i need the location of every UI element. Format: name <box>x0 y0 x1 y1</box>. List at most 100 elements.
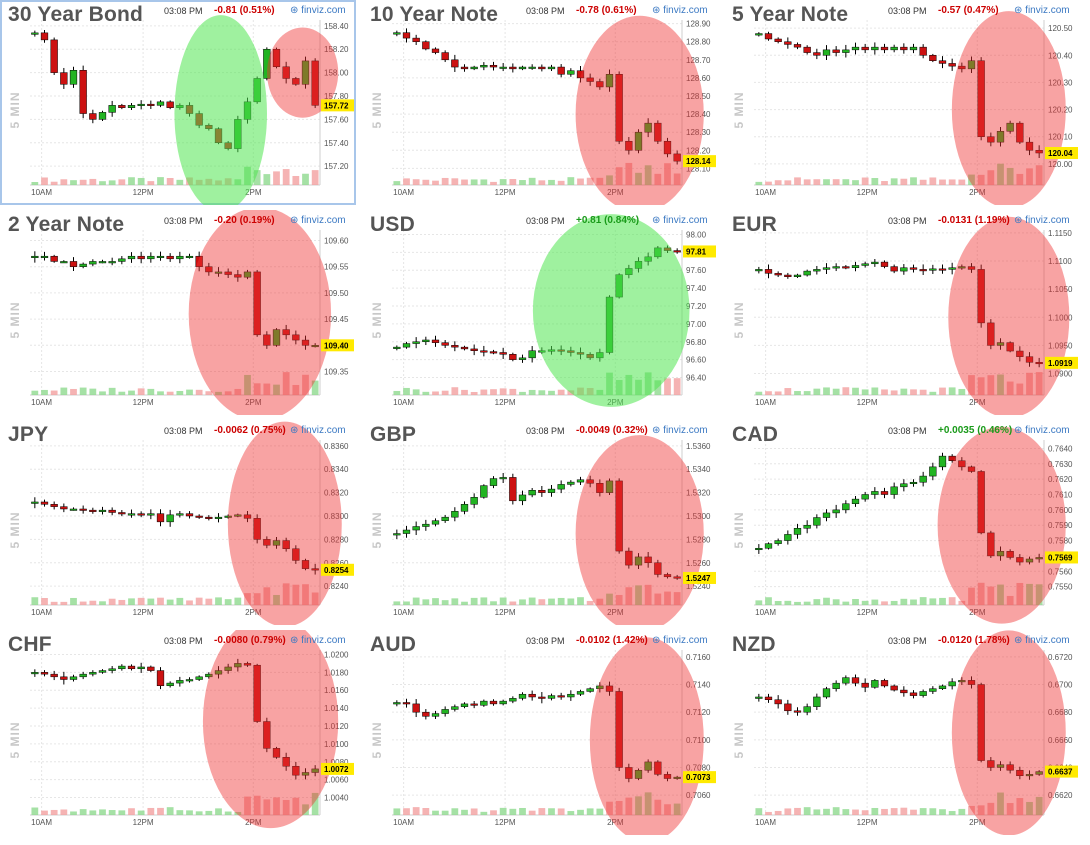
volume-bar <box>861 600 869 605</box>
finviz-link[interactable]: ⊛ finviz.com <box>290 5 346 16</box>
finviz-link[interactable]: ⊛ finviz.com <box>652 5 708 16</box>
candle-up <box>127 513 136 516</box>
finviz-link[interactable]: ⊛ finviz.com <box>1014 425 1070 436</box>
chart-panel[interactable]: 0.67200.67000.66800.66600.66400.662010AM… <box>724 630 1080 835</box>
volume-bar <box>176 597 184 605</box>
y-tick-label: 1.0180 <box>324 668 349 677</box>
chart-title: 30 Year Bond <box>8 3 144 26</box>
chart-canvas: 1.0200 1.0180 1.0160 1.0140 1.0120 1.0100 1.00… <box>30 630 354 829</box>
chart-panel[interactable]: 120.50 120.40 120.30 120.20 120.10 120.00 10AM… <box>724 0 1080 205</box>
chart-panel[interactable]: 128.90 128.80 128.70 128.60 128.50 128.40 128.… <box>362 0 718 205</box>
candle-down <box>967 266 976 270</box>
finviz-link[interactable]: ⊛ finviz.com <box>652 425 708 436</box>
candle-up <box>89 672 97 675</box>
candle-down <box>987 322 995 346</box>
chart-panel[interactable]: 0.7160 0.7140 0.7120 0.7100 0.7080 0.7060 10AM… <box>362 630 718 835</box>
volume-bar <box>794 177 801 185</box>
chart-panel[interactable]: 0.83600.83400.83200.83000.82800.82600.82… <box>0 420 356 625</box>
y-tick-label: 1.0120 <box>324 722 349 731</box>
candle-up <box>822 512 831 518</box>
volume-bar <box>861 177 869 185</box>
y-axis-label: 5 MIN <box>729 280 749 360</box>
candle-up <box>832 682 840 689</box>
volume-bar <box>774 180 782 185</box>
volume-bar <box>765 811 772 815</box>
volume-bar <box>412 597 420 605</box>
candle-down <box>557 695 565 698</box>
candle-up <box>451 511 459 518</box>
candle-down <box>301 560 310 569</box>
volume-bar <box>765 597 772 605</box>
chart-panel[interactable]: 0.7640 0.7630 0.7620 0.7610 0.7600 0.7590 0.75… <box>724 420 1080 625</box>
candle-up <box>755 547 763 551</box>
brand-label: finviz.com <box>663 635 708 646</box>
finviz-link[interactable]: ⊛ finviz.com <box>1014 635 1070 646</box>
x-tick-label: 12PM <box>857 398 878 407</box>
finviz-link[interactable]: ⊛ finviz.com <box>652 215 708 226</box>
candle-down <box>311 60 319 106</box>
finviz-link[interactable]: ⊛ finviz.com <box>1014 215 1070 226</box>
volume-bar <box>528 810 536 815</box>
x-tick-label: 12PM <box>495 818 516 827</box>
candle-down <box>509 477 517 502</box>
volume-bar <box>186 810 193 815</box>
volume-bar <box>253 795 261 815</box>
candle-up <box>40 255 49 258</box>
volume-bar <box>871 387 879 395</box>
candle-up <box>1035 557 1043 560</box>
highlight-circle-red <box>188 210 332 415</box>
candle-down <box>166 101 174 108</box>
last-price-label: 0.7569 <box>1048 553 1073 562</box>
chart-panel[interactable]: 1.0200 1.0180 1.0160 1.0140 1.0120 1.0100 1.00… <box>0 630 356 835</box>
finviz-link[interactable]: ⊛ finviz.com <box>1014 5 1070 16</box>
x-tick-label: 2PM <box>969 818 986 827</box>
candle-up <box>31 255 39 258</box>
y-tick-label: 1.0950 <box>1048 341 1073 350</box>
candle-down <box>69 261 78 267</box>
chart-panel[interactable]: 158.40 158.20 158.00 157.80 157.60 157.40 157.… <box>0 0 356 205</box>
finviz-link[interactable]: ⊛ finviz.com <box>290 215 346 226</box>
volume-bar <box>234 811 242 815</box>
finviz-link[interactable]: ⊛ finviz.com <box>652 635 708 646</box>
candle-down <box>470 703 478 706</box>
y-tick-label: 0.7600 <box>1048 506 1073 515</box>
candle-down <box>137 255 145 260</box>
candle-down <box>431 48 440 53</box>
volume-bar <box>548 808 555 815</box>
candle-down <box>557 66 565 75</box>
candle-down <box>50 504 58 507</box>
volume-bar <box>1016 173 1024 185</box>
volume-bar <box>1035 796 1043 815</box>
volume-bar <box>41 810 48 815</box>
finviz-icon: ⊛ <box>652 215 664 226</box>
chart-panel[interactable]: 1.1150 1.1100 1.1050 1.1000 1.0950 1.0900 10AM… <box>724 210 1080 415</box>
volume-bar <box>939 809 946 815</box>
candle-down <box>441 342 449 346</box>
volume-bar <box>823 597 830 605</box>
last-price-badge <box>321 339 354 352</box>
finviz-link[interactable]: ⊛ finviz.com <box>290 425 346 436</box>
candle-up <box>147 513 155 516</box>
candle-up <box>938 685 947 689</box>
candle-down <box>422 711 430 717</box>
chart-panel[interactable]: 98.0097.8097.6097.4097.2097.0096.8096.60… <box>362 210 718 415</box>
candle-down <box>422 41 430 50</box>
chart-title: GBP <box>370 423 417 446</box>
chart-time: 03:08 PM <box>888 636 927 646</box>
y-tick-label: 97.00 <box>686 320 707 329</box>
chart-change: -0.0049 (0.32%) <box>576 425 648 436</box>
candle-up <box>127 105 136 108</box>
y-tick-label: 120.30 <box>1048 78 1073 87</box>
candle-down <box>673 153 681 162</box>
y-tick-label: 0.6680 <box>1048 708 1073 717</box>
volume-bar <box>774 810 782 815</box>
volume-bar <box>842 387 850 395</box>
chart-panel[interactable]: 109.60 109.55 109.50 109.45 109.40 109.35 10AM… <box>0 210 356 415</box>
candle-down <box>470 348 478 351</box>
y-tick-label: 109.50 <box>324 289 349 298</box>
y-tick-label: 0.6720 <box>1048 653 1073 662</box>
chart-panel[interactable]: 1.5360 1.5340 1.5320 1.5300 1.5280 1.5260 1.52… <box>362 420 718 625</box>
candle-up <box>948 267 956 270</box>
finviz-link[interactable]: ⊛ finviz.com <box>290 635 346 646</box>
y-tick-label: 0.8240 <box>324 582 349 591</box>
